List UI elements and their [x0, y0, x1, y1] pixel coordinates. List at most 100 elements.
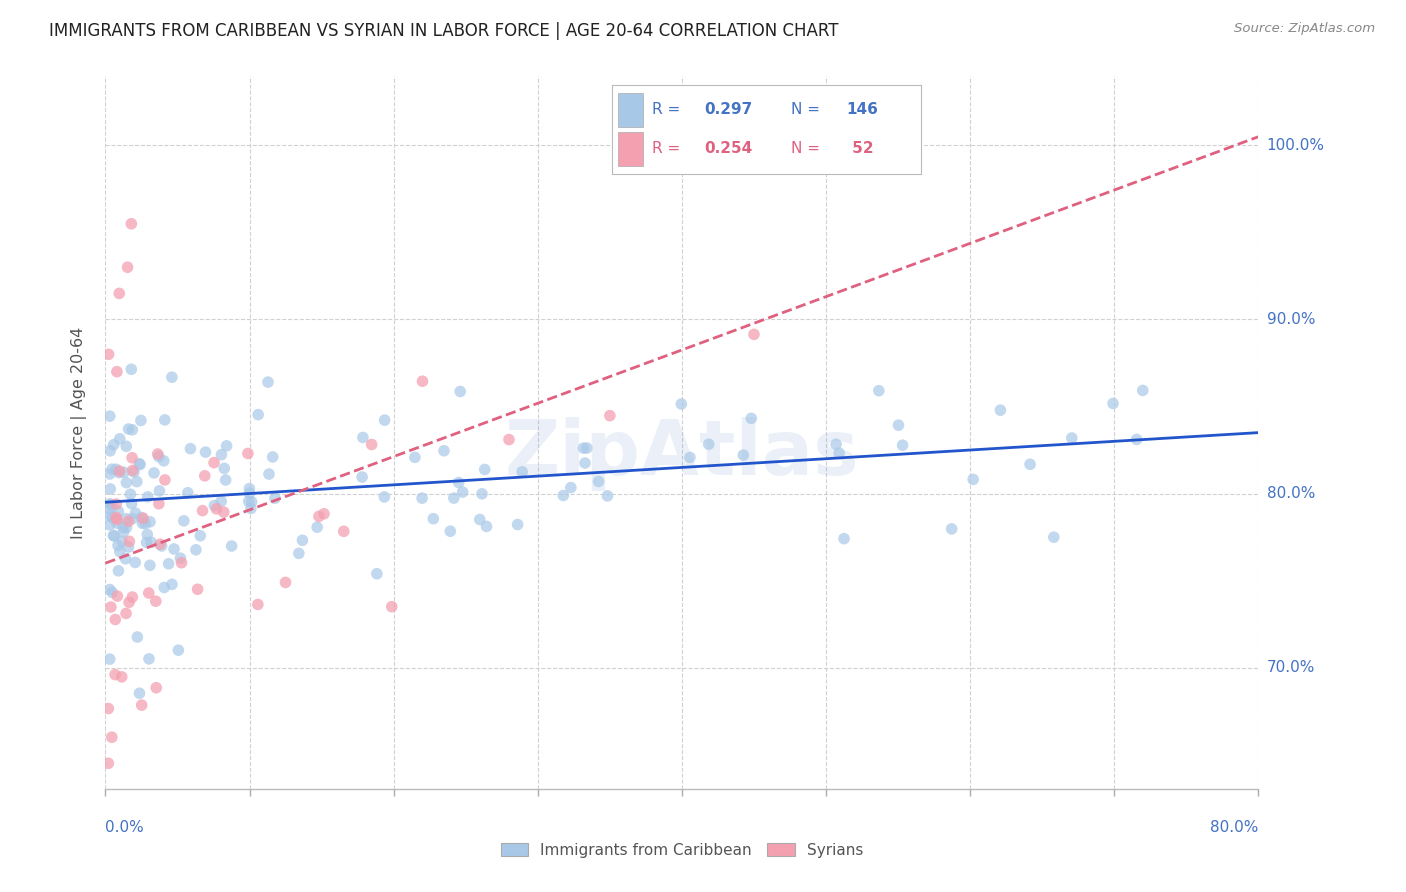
Point — [352, 430, 374, 444]
Point — [107, 538, 129, 552]
Point — [671, 397, 693, 411]
Point — [101, 730, 124, 744]
Point — [112, 524, 135, 539]
Point — [740, 411, 762, 425]
Point — [825, 437, 848, 451]
Point — [257, 467, 280, 481]
Point — [103, 528, 125, 542]
Point — [411, 491, 433, 505]
Point — [160, 370, 183, 384]
Point — [101, 462, 124, 476]
Point — [108, 464, 131, 478]
Point — [697, 437, 720, 451]
Point — [1019, 458, 1042, 472]
Point — [575, 441, 598, 455]
Point — [471, 487, 494, 501]
Point — [108, 466, 131, 480]
Point — [103, 438, 125, 452]
Point — [120, 362, 142, 376]
FancyBboxPatch shape — [617, 93, 643, 127]
Point — [1132, 384, 1154, 398]
Point — [510, 465, 533, 479]
Point — [141, 535, 163, 549]
Point — [138, 652, 160, 666]
Point — [239, 501, 262, 516]
Point — [145, 594, 167, 608]
Point — [124, 556, 146, 570]
Point — [170, 556, 193, 570]
Point — [498, 433, 520, 447]
Point — [360, 437, 382, 451]
Point — [194, 445, 217, 459]
Point — [108, 286, 131, 301]
Point — [105, 510, 128, 524]
Point — [153, 473, 176, 487]
Text: N =: N = — [792, 142, 825, 156]
Point — [941, 522, 963, 536]
Point — [160, 577, 183, 591]
Point — [412, 374, 434, 388]
Point — [132, 511, 155, 525]
Point — [105, 462, 128, 476]
Point — [121, 423, 143, 437]
Point — [247, 408, 270, 422]
Point — [120, 217, 142, 231]
Point — [163, 541, 186, 556]
Point — [257, 375, 280, 389]
Point — [97, 756, 120, 771]
Point — [214, 473, 236, 487]
Point — [115, 512, 138, 526]
Point — [121, 512, 143, 526]
Point — [205, 501, 228, 516]
Point — [98, 582, 121, 597]
Point — [108, 544, 131, 558]
Point — [105, 512, 128, 526]
Point — [131, 516, 153, 531]
Point — [1060, 431, 1083, 445]
Text: Source: ZipAtlas.com: Source: ZipAtlas.com — [1234, 22, 1375, 36]
Point — [553, 488, 575, 502]
Point — [124, 506, 146, 520]
Point — [239, 486, 262, 500]
Point — [381, 599, 404, 614]
Point — [236, 446, 259, 460]
Point — [238, 494, 260, 508]
Point — [108, 432, 131, 446]
Point — [117, 422, 139, 436]
Point — [118, 595, 141, 609]
Point — [115, 475, 138, 490]
Point — [191, 503, 214, 517]
Point — [98, 502, 121, 516]
Point — [101, 510, 124, 524]
Point — [194, 468, 217, 483]
Point — [143, 466, 166, 480]
Point — [246, 598, 269, 612]
Point — [139, 515, 162, 529]
Point — [129, 458, 152, 472]
Point — [506, 517, 529, 532]
Point — [114, 551, 136, 566]
Point — [152, 454, 174, 468]
Point — [121, 463, 143, 477]
Point — [97, 701, 120, 715]
Point — [202, 499, 225, 513]
Point — [111, 534, 134, 549]
Point — [264, 491, 287, 506]
Point — [107, 504, 129, 518]
Point — [588, 475, 610, 489]
Point — [134, 516, 156, 531]
Legend: Immigrants from Caribbean, Syrians: Immigrants from Caribbean, Syrians — [495, 837, 869, 863]
Point — [148, 450, 170, 464]
Point — [104, 667, 127, 681]
Point — [215, 439, 238, 453]
Point — [560, 481, 582, 495]
Point — [214, 461, 236, 475]
Point — [173, 514, 195, 528]
Point — [153, 413, 176, 427]
Point — [115, 439, 138, 453]
Text: R =: R = — [652, 142, 685, 156]
Point — [107, 564, 129, 578]
Point — [125, 475, 148, 489]
Point — [157, 557, 180, 571]
Point — [868, 384, 890, 398]
